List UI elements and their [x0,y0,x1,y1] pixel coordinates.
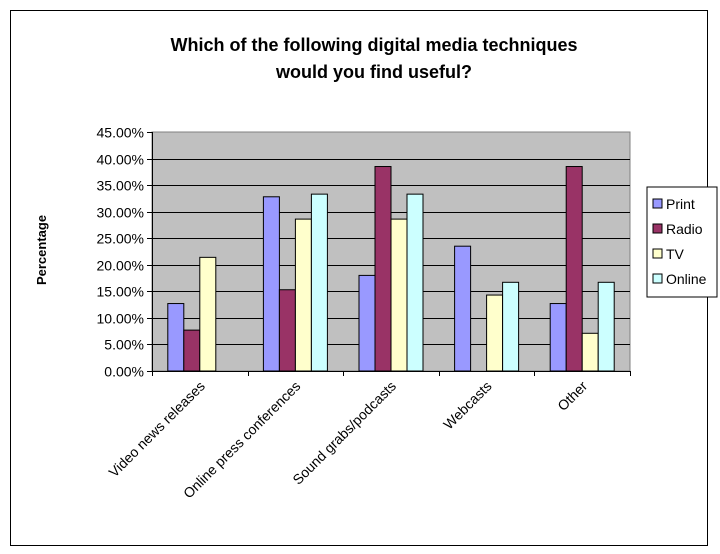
bar-print-2 [358,274,376,372]
plot-area: 0.00% 5.00% 10.00% 15.00% 20.00% 25.00% 30.00%… [97,125,631,501]
bar-tv-1 [294,218,312,372]
bar-tv-2 [390,218,408,372]
legend-swatch-online [652,273,663,284]
y-axis-label: Percentage [34,215,49,285]
bar-radio-1 [278,289,296,372]
bar-radio-4 [565,166,583,372]
y-tick-label: 40.00% [97,152,144,168]
bar-online-4 [597,281,615,372]
x-tick-label: Webcasts [440,378,495,433]
bar-online-3 [502,281,520,372]
legend-swatch-print [652,198,663,209]
y-tick-label: 5.00% [104,337,144,353]
legend-swatch-radio [652,223,663,234]
y-tick-label: 10.00% [97,311,144,327]
legend-swatch-tv [652,248,663,259]
y-tick-label: 15.00% [97,284,144,300]
legend: Print Radio TV Online [646,186,718,298]
x-tick-label: Sound grabs/podcasts [289,378,399,488]
y-tick-label: 0.00% [104,364,144,380]
bar-tv-0 [199,256,217,372]
y-tick-label: 30.00% [97,205,144,221]
legend-label-tv: TV [666,246,685,262]
y-tick-label: 25.00% [97,231,144,247]
legend-label-online: Online [666,271,707,287]
bar-print-0 [167,303,185,372]
legend-label-radio: Radio [666,221,703,237]
bar-online-2 [406,193,424,372]
bar-radio-2 [374,166,392,372]
chart-title-line-2: would you find useful? [275,62,472,82]
bar-tv-3 [486,294,504,372]
y-tick-label: 35.00% [97,178,144,194]
legend-label-print: Print [666,196,695,212]
bar-radio-0 [183,329,201,372]
chart-title-line-1: Which of the following digital media tec… [170,35,577,55]
y-tick-label: 20.00% [97,258,144,274]
bar-online-1 [310,193,328,372]
bar-print-1 [262,196,280,372]
x-tick-label: Video news releases [105,378,207,480]
y-tick-label: 45.00% [97,125,144,141]
bar-print-4 [549,303,567,372]
bar-tv-4 [581,332,599,372]
x-tick-label: Other [554,378,590,414]
bar-print-3 [454,245,472,372]
